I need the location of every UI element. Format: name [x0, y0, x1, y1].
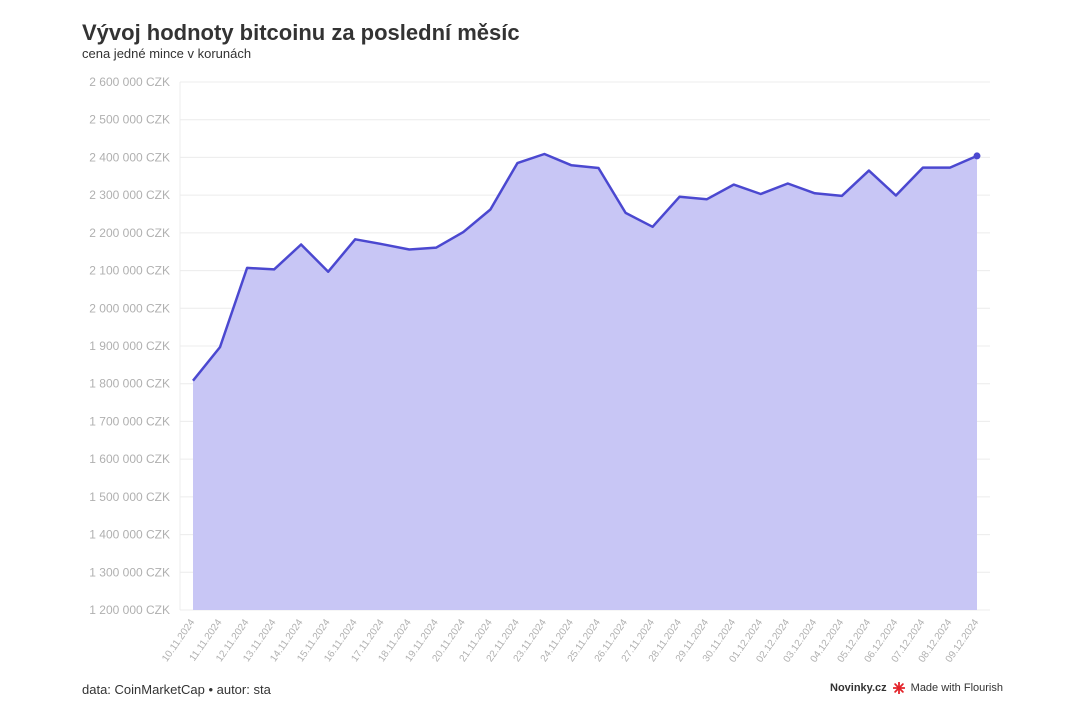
y-tick-label: 1 200 000 CZK — [89, 603, 170, 617]
y-tick-label: 2 400 000 CZK — [89, 150, 170, 164]
x-axis: 10.11.202411.11.202412.11.202413.11.2024… — [160, 617, 982, 665]
y-tick-label: 1 400 000 CZK — [89, 528, 170, 542]
y-tick-label: 2 200 000 CZK — [89, 226, 170, 240]
data-point[interactable] — [973, 152, 981, 160]
y-tick-label: 1 500 000 CZK — [89, 490, 170, 504]
y-tick-label: 1 800 000 CZK — [89, 377, 170, 391]
chart-subtitle: cena jedné mince v korunách — [82, 46, 252, 61]
y-tick-label: 1 300 000 CZK — [89, 565, 170, 579]
y-tick-label: 2 100 000 CZK — [89, 264, 170, 278]
source-credit: data: CoinMarketCap • autor: sta — [82, 682, 271, 697]
flourish-ray — [897, 683, 904, 689]
y-tick-label: 2 600 000 CZK — [89, 75, 170, 89]
flourish-icon — [892, 682, 905, 694]
y-tick-label: 1 600 000 CZK — [89, 452, 170, 466]
y-tick-label: 2 000 000 CZK — [89, 301, 170, 315]
data-points — [973, 152, 981, 160]
series-line — [192, 152, 978, 382]
chart-title: Vývoj hodnoty bitcoinu za poslední měsíc — [82, 20, 520, 45]
footer-branding: Novinky.cz Made with Flourish — [830, 682, 1003, 694]
series-area — [193, 154, 977, 610]
y-tick-label: 2 300 000 CZK — [89, 188, 170, 202]
brand-logo[interactable]: Novinky.cz — [830, 682, 887, 694]
y-axis: 1 200 000 CZK 1 300 000 CZK 1 400 000 CZK 1… — [89, 75, 170, 617]
y-tick-label: 1 900 000 CZK — [89, 339, 170, 353]
y-tick-label: 1 700 000 CZK — [89, 414, 170, 428]
made-with-flourish-link[interactable]: Made with Flourish — [910, 682, 1003, 694]
y-tick-label: 2 500 000 CZK — [89, 113, 170, 127]
